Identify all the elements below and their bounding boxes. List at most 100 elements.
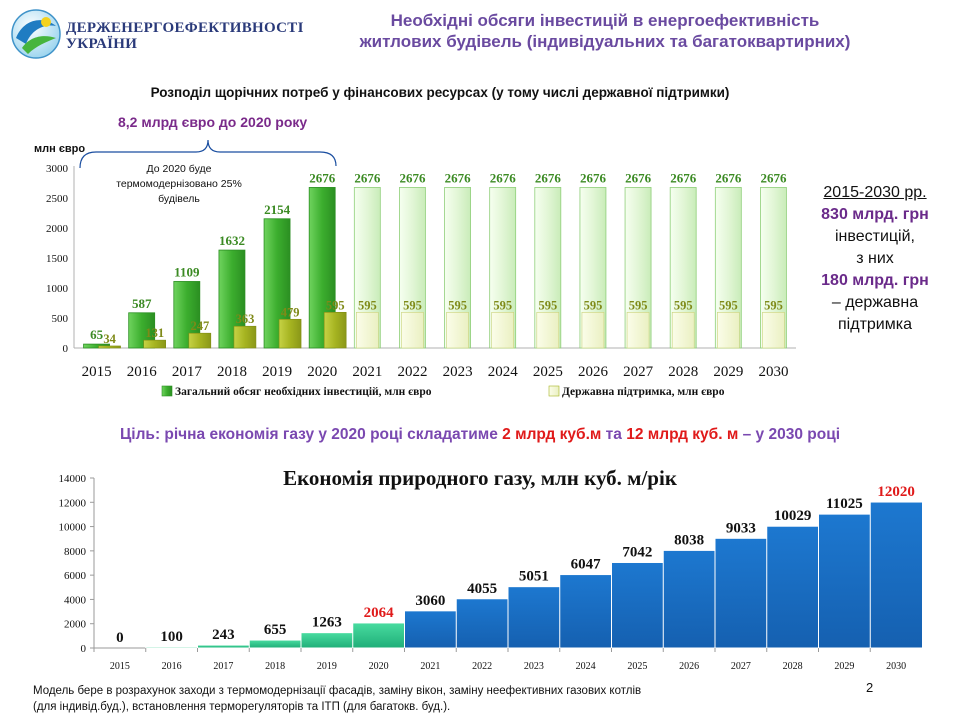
chart1-value-label-state: 595 [538,298,557,312]
chart2-value-label: 7042 [622,544,652,560]
gas-savings-chart: 0 2000 4000 6000 8000 10000 12000 14000 0 100 243… [59,473,923,672]
chart1-x-tick-label: 2021 [352,364,382,380]
chart1-value-label-state: 595 [584,298,603,312]
chart2-y-tick-label: 2000 [64,619,87,631]
chart1-x-tick-label: 2023 [443,364,473,380]
goal-value-2020: 2 млрд куб.м [502,426,602,443]
chart2-y-tick-label: 0 [81,643,87,655]
chart1-y-tick-label: 3000 [46,163,69,175]
chart2-x-tick-label: 2029 [834,661,854,672]
chart2-title: Економія природного газу, млн куб. м/рік [283,466,677,490]
chart1-y-tick-label: 1500 [46,253,69,265]
legend-label-total: Загальний обсяг необхідних інвестицій, м… [175,386,432,398]
slide-title-line2: житлових будівель (індивідуальних та баг… [359,32,851,51]
footnote-line2: (для індивід.буд.), встановлення терморе… [33,701,451,713]
legend-swatch-total [161,385,173,397]
chart1-note: До 2020 буде термомодернізовано 25% буді… [116,163,242,205]
chart1-value-label-total: 1109 [174,264,200,279]
chart1-x-tick-label: 2016 [127,364,158,380]
chart1-y-tick-label: 2000 [46,223,69,235]
chart1-bar-state [581,311,605,349]
organization-name: Держенергоефективності України [66,20,304,52]
org-name-line2: України [66,36,138,52]
goal-suffix: – у 2030 році [738,426,841,443]
chart2-value-label: 9033 [726,520,756,536]
chart2-step [869,501,923,649]
legend-label-state: Державна підтримка, млн євро [562,386,725,398]
side-total-label: інвестицій, [835,228,915,245]
chart2-x-tick-label: 2017 [213,661,233,672]
chart1-bar-state [233,325,257,349]
chart1-value-label-total: 2676 [580,170,607,185]
chart1-y-tick-label: 2500 [46,193,69,205]
chart1-bracket [79,139,337,169]
chart2-y-tick-label: 6000 [64,570,87,582]
chart2-x-tick-label: 2021 [420,661,440,672]
chart2-value-label: 2064 [364,605,395,621]
goal-value-2030: 12 млрд куб. м [626,426,739,443]
chart1-bar-state [446,311,469,349]
goal-prefix: Ціль: річна економія газу у 2020 році ск… [119,426,503,443]
chart2-value-label: 12020 [877,484,915,500]
chart1-value-label-state: 595 [764,298,783,312]
chart1-y-tick-label: 1000 [46,283,69,295]
chart2-value-label: 243 [212,627,235,643]
chart2-step [559,574,613,649]
chart1-value-label-total: 2676 [309,170,336,185]
chart2-x-tick-label: 2016 [162,661,182,672]
chart2-step [611,561,665,649]
chart2-value-label: 10029 [774,508,812,524]
chart1-y-axis-label: млн євро [34,143,86,155]
org-name-line1: Держенергоефективності [66,20,304,36]
side-period: 2015-2030 рр. [823,184,927,201]
agency-logo [8,8,64,60]
chart1-legend: Загальний обсяг необхідних інвестицій, м… [161,385,725,398]
chart1-value-label-state: 247 [190,319,209,333]
legend-swatch-state [548,385,560,397]
side-state-label: – державна підтримка [831,294,919,333]
chart2-value-label: 1263 [312,615,342,631]
chart2-x-tick-label: 2015 [110,661,130,672]
chart1-x-tick-label: 2024 [488,364,519,380]
chart2-x-tick-label: 2027 [731,661,751,672]
chart1-value-label-total: 2676 [625,170,652,185]
chart1-value-label-state: 479 [281,305,300,319]
chart2-x-tick-label: 2030 [886,661,906,672]
chart1-value-label-state: 595 [493,298,512,312]
chart1-bar-state [323,311,347,349]
chart1-bar-state [278,318,302,349]
chart2-step [507,586,561,649]
chart1-x-tick-label: 2030 [758,364,788,380]
chart1-value-label-state: 363 [236,312,255,326]
chart1-x-tick-label: 2017 [172,364,203,380]
chart1-value-label-total: 587 [132,296,152,311]
chart2-y-tick-label: 14000 [59,473,87,485]
goal-middle: та [601,426,627,443]
chart2-step [766,525,820,649]
chart1-bracket-label: 8,2 млрд євро до 2020 року [118,114,308,130]
chart2-step [662,549,716,649]
chart1-x-tick-label: 2029 [713,364,743,380]
chart2-x-tick-label: 2023 [524,661,544,672]
chart1-x-tick-label: 2028 [668,364,698,380]
chart1-value-label-state: 34 [103,332,116,346]
chart1-bar-state [536,311,560,349]
chart1-value-label-state: 131 [145,326,164,340]
chart2-x-tick-label: 2018 [265,661,285,672]
goal-statement: Ціль: річна економія газу у 2020 році ск… [0,426,960,444]
chart1-title: Розподіл щорічних потреб у фінансових ре… [150,85,730,100]
side-total: 830 млрд. грн [821,206,929,223]
side-of-which: з них [856,250,894,267]
chart1-y-tick-label: 500 [52,313,69,325]
chart1-value-label-state: 595 [403,298,422,312]
chart1-bar-state [401,311,424,349]
footnote: Модель бере в розрахунок заходи з термом… [33,683,793,715]
chart1-bar-state [143,339,166,349]
slide-title-line1: Необхідні обсяги інвестицій в енергоефек… [390,11,820,30]
chart1-value-label-total: 2676 [490,170,517,185]
chart1-bar-state [356,311,379,349]
chart1-y-tick-label: 0 [63,343,69,355]
chart1-value-label-total: 65 [90,327,104,342]
chart1-value-label-state: 595 [448,298,467,312]
chart2-y-tick-label: 8000 [64,546,87,558]
